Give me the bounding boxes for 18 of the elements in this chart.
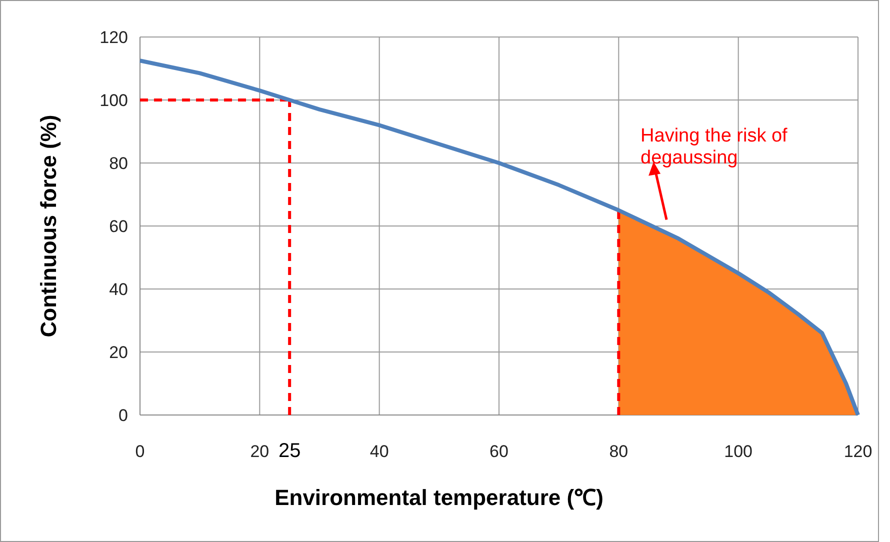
ref-line-label: 25: [278, 440, 301, 462]
y-tick-label: 120: [100, 28, 128, 47]
y-tick-label: 20: [109, 343, 128, 362]
y-tick-label: 100: [100, 91, 128, 110]
y-axis-title: Continuous force (%): [36, 114, 61, 338]
x-tick-label: 0: [135, 442, 145, 461]
y-tick-label: 0: [118, 406, 128, 425]
x-tick-label: 20: [250, 442, 270, 461]
x-tick-label: 80: [609, 442, 628, 461]
x-tick-label: 40: [370, 442, 389, 461]
y-tick-label: 60: [109, 217, 128, 236]
x-tick-label: 60: [490, 442, 508, 461]
y-tick-label: 40: [109, 280, 128, 299]
x-tick-label: 120: [844, 442, 872, 461]
y-tick-label: 80: [109, 154, 128, 173]
annotation: Having the risk of degaussing: [640, 126, 788, 169]
x-tick-label: 100: [724, 442, 753, 461]
x-axis-title: Environmental temperature (℃): [274, 485, 604, 510]
